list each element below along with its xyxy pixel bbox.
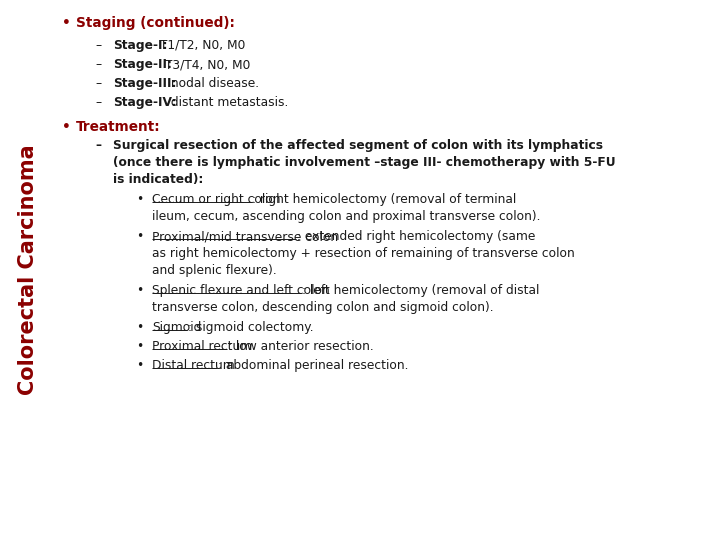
Text: •: •	[62, 120, 71, 134]
Text: •: •	[136, 321, 143, 334]
Text: Stage-III:: Stage-III:	[113, 77, 176, 90]
Text: Stage-II:: Stage-II:	[113, 58, 172, 71]
Text: distant metastasis.: distant metastasis.	[167, 96, 289, 109]
Text: •: •	[136, 284, 143, 297]
Text: –: –	[95, 58, 101, 71]
Text: : left hemicolectomy (removal of distal: : left hemicolectomy (removal of distal	[302, 284, 539, 297]
Text: Sigmoid: Sigmoid	[152, 321, 202, 334]
Text: Colorectal Carcinoma: Colorectal Carcinoma	[18, 145, 38, 395]
Text: Stage-IV:: Stage-IV:	[113, 96, 176, 109]
Text: Distal rectum: Distal rectum	[152, 359, 235, 372]
Text: : extended right hemicolectomy (same: : extended right hemicolectomy (same	[297, 230, 536, 243]
Text: –: –	[95, 96, 101, 109]
Text: ileum, cecum, ascending colon and proximal transverse colon).: ileum, cecum, ascending colon and proxim…	[152, 210, 541, 223]
Text: Stage-I:: Stage-I:	[113, 39, 168, 52]
Text: as right hemicolectomy + resection of remaining of transverse colon: as right hemicolectomy + resection of re…	[152, 247, 575, 260]
Text: T1/T2, N0, M0: T1/T2, N0, M0	[156, 39, 246, 52]
Text: Cecum or right colon: Cecum or right colon	[152, 193, 281, 206]
Text: Staging (continued):: Staging (continued):	[76, 16, 235, 30]
Text: Proximal rectum: Proximal rectum	[152, 340, 252, 353]
Text: : sigmoid colectomy.: : sigmoid colectomy.	[188, 321, 313, 334]
Text: •: •	[136, 359, 143, 372]
Text: transverse colon, descending colon and sigmoid colon).: transverse colon, descending colon and s…	[152, 301, 494, 314]
Text: and splenic flexure).: and splenic flexure).	[152, 264, 276, 277]
Text: –: –	[95, 77, 101, 90]
Text: is indicated):: is indicated):	[113, 173, 203, 186]
Text: Treatment:: Treatment:	[76, 120, 161, 134]
Text: –: –	[95, 139, 101, 152]
Text: : right hemicolectomy (removal of terminal: : right hemicolectomy (removal of termin…	[253, 193, 517, 206]
Text: T3/T4, N0, M0: T3/T4, N0, M0	[161, 58, 251, 71]
Text: •: •	[136, 340, 143, 353]
Text: (once there is lymphatic involvement –stage III- chemotherapy with 5-FU: (once there is lymphatic involvement –st…	[113, 156, 616, 169]
Text: : abdominal perineal resection.: : abdominal perineal resection.	[217, 359, 408, 372]
Text: nodal disease.: nodal disease.	[167, 77, 259, 90]
Text: Surgical resection of the affected segment of colon with its lymphatics: Surgical resection of the affected segme…	[113, 139, 603, 152]
Text: Proximal/mid transverse colon: Proximal/mid transverse colon	[152, 230, 338, 243]
Text: : low anterior resection.: : low anterior resection.	[228, 340, 374, 353]
Text: –: –	[95, 39, 101, 52]
Text: Splenic flexure and left colon: Splenic flexure and left colon	[152, 284, 330, 297]
Text: •: •	[136, 230, 143, 243]
Text: •: •	[62, 16, 71, 30]
Text: •: •	[136, 193, 143, 206]
